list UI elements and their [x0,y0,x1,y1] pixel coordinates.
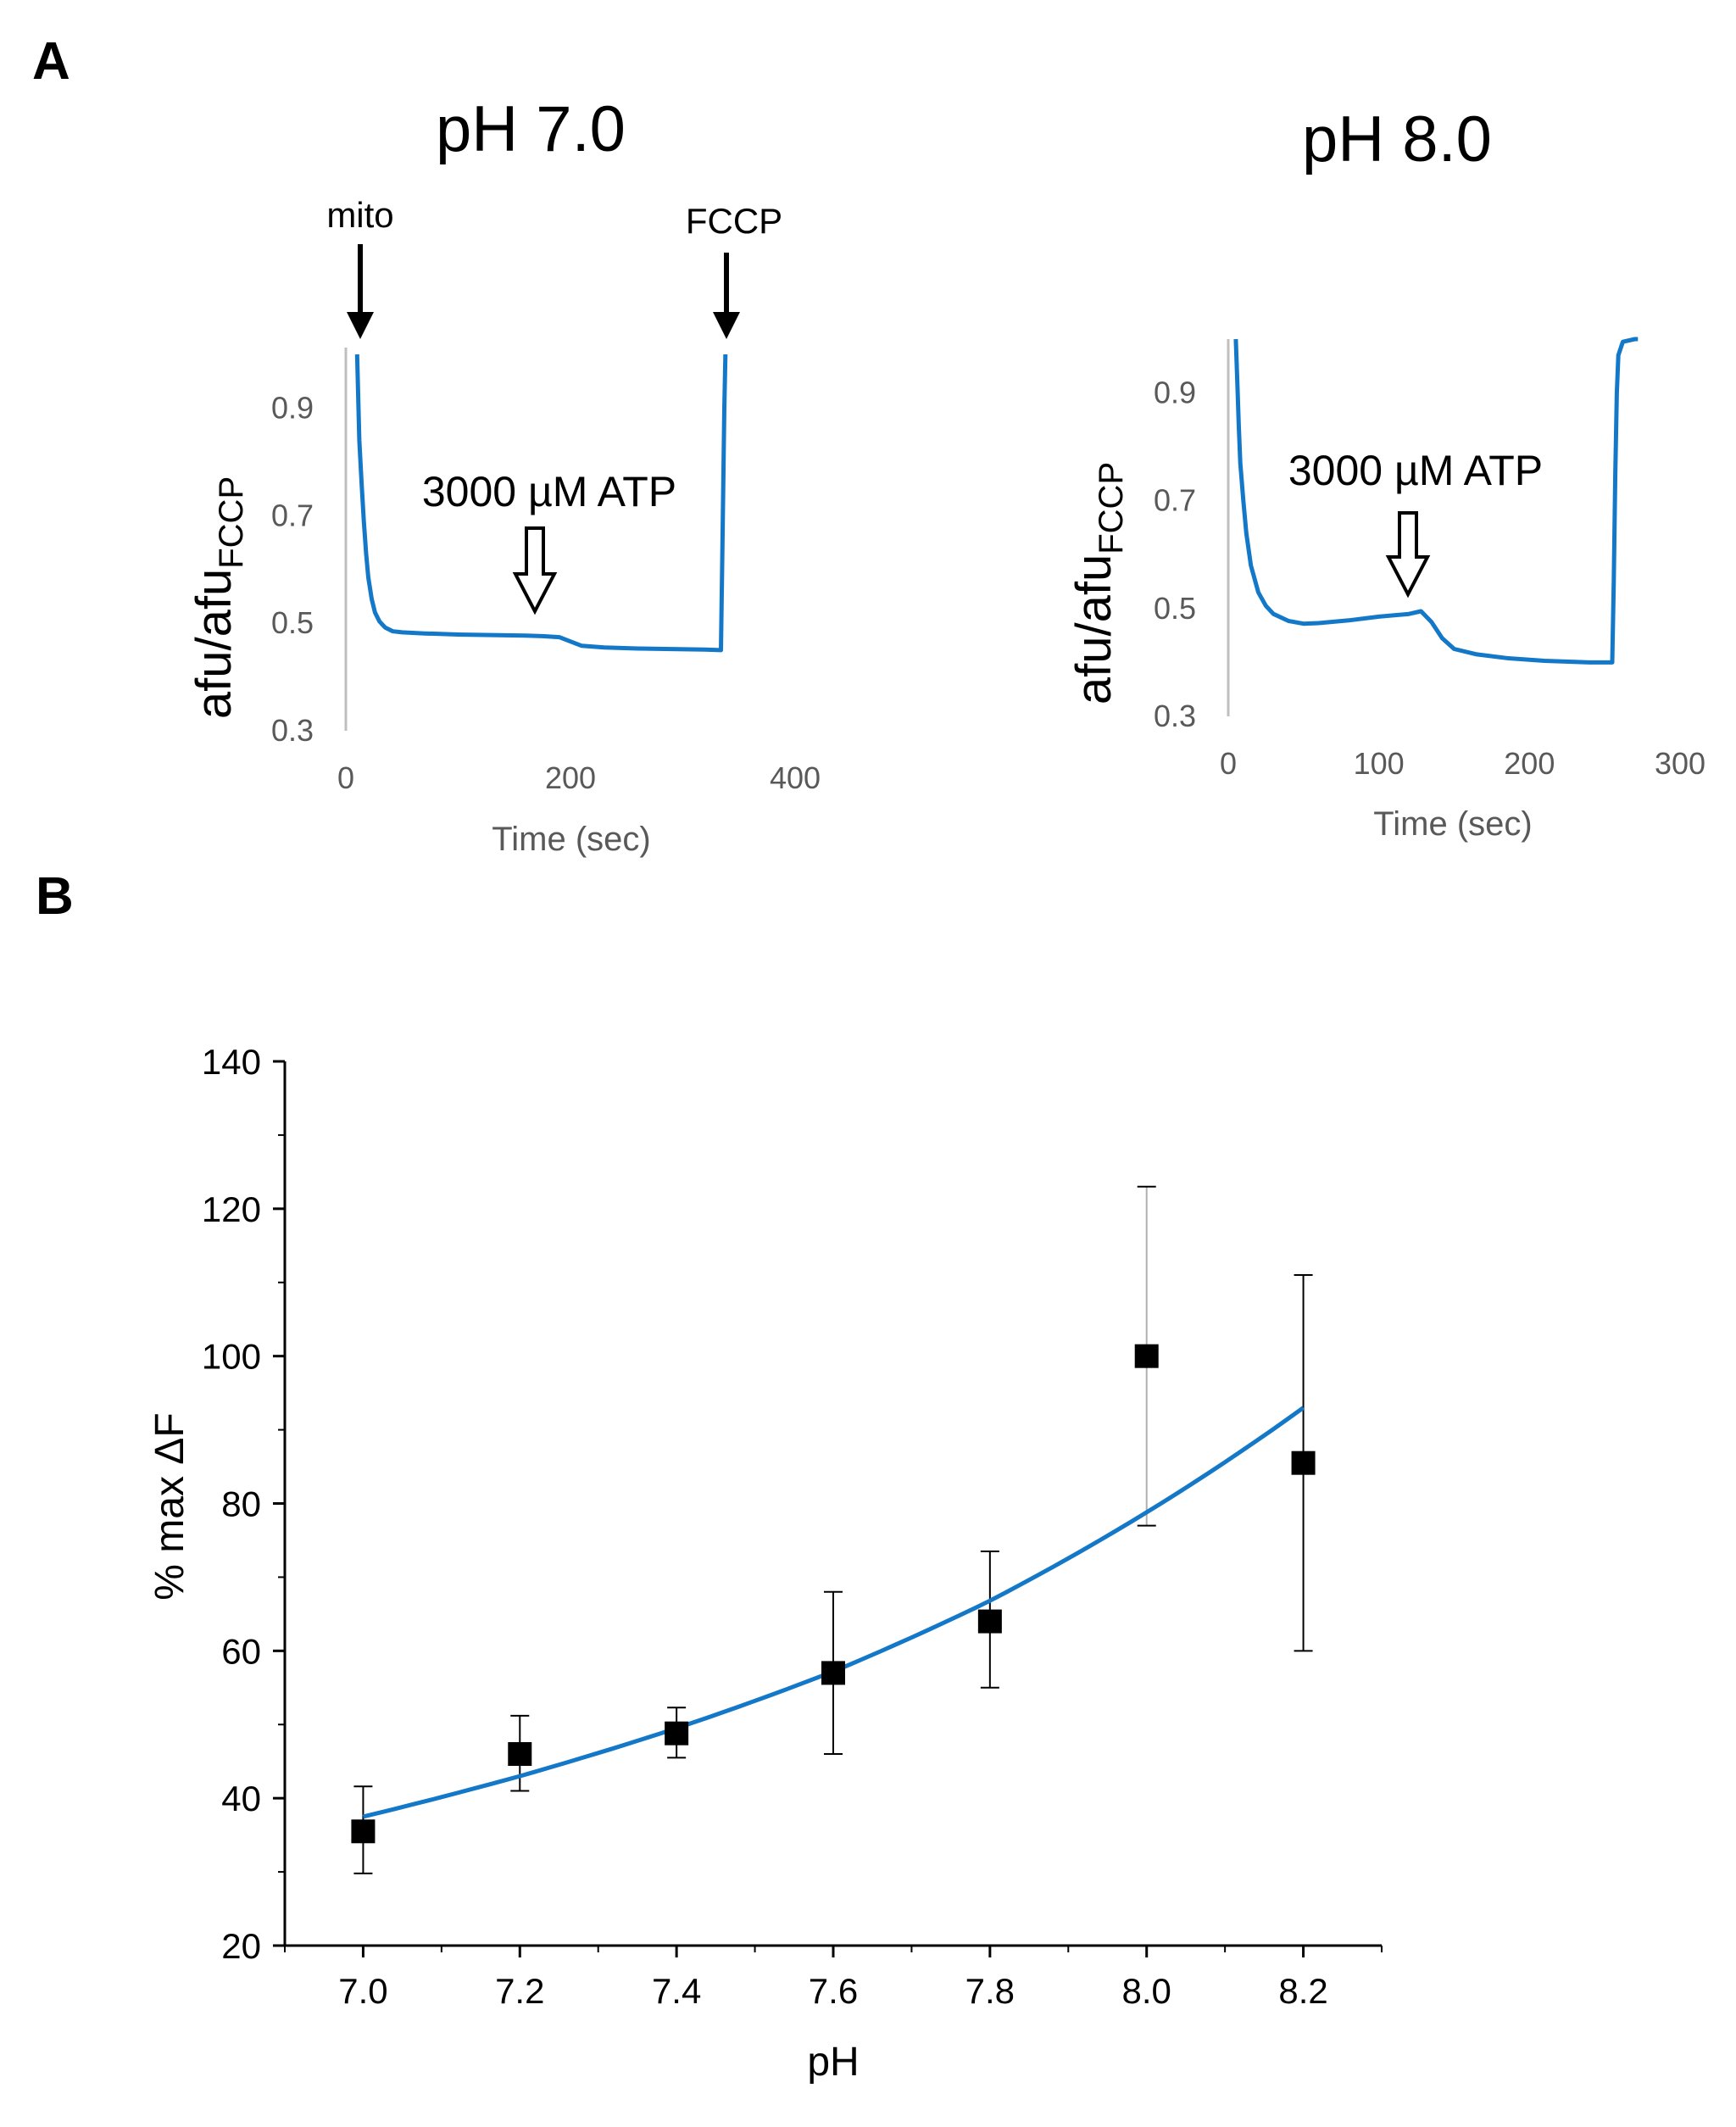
chart-ph7: pH 7.0 mito FCCP 3000 µM ATP 0.3 0.5 0.7 0.… [186,93,821,858]
chart-ph7-ytick-label: 0.5 [271,605,314,640]
chart-ph7-ytick-label: 0.3 [271,713,314,748]
chart-ph7-ytick-label: 0.9 [271,390,314,425]
atp-hollow-arrow-ph7 [512,526,558,615]
chart-ph8-xtick-label: 100 [1354,746,1405,781]
chart-b-xtick-label: 7.4 [652,1971,701,2011]
chart-b-data-point [1134,1344,1159,1368]
chart-ph8-ytick-label: 0.5 [1154,591,1196,626]
chart-ph7-trace [354,354,728,653]
chart-ph7-ylabel-main: afu/afu [186,569,242,719]
chart-b-ytick-label: 60 [221,1631,261,1671]
atp-annotation-ph8: 3000 µM ATP [1288,447,1543,494]
chart-ph7-xlabel: Time (sec) [492,821,650,858]
mito-annotation: mito [326,195,393,235]
chart-b-xtick-label: 8.2 [1278,1971,1327,2011]
chart-b-xtick-label: 7.2 [495,1971,544,2011]
chart-b-data-point [351,1819,376,1844]
chart-ph8-ylabel-subscript: FCCP [1093,462,1130,554]
chart-ph8-trace [1233,337,1639,665]
chart-b-ylabel: % max ΔF [147,1412,192,1600]
chart-b-ytick-label: 100 [202,1337,261,1377]
chart-ph8: pH 8.0 3000 µM ATP 0.3 0.5 0.7 0.9 0 100 200 3… [1066,103,1705,843]
chart-b-data-point [1291,1450,1316,1475]
chart-b-ytick-label: 120 [202,1189,261,1229]
chart-ph7-ylabel: afu/afuFCCP [186,476,250,719]
chart-ph7-xtick-label: 200 [545,760,596,795]
chart-b-ytick-label: 40 [221,1779,261,1818]
chart-ph7-ytick-label: 0.7 [271,498,314,532]
chart-b-ytick-label: 80 [221,1484,261,1524]
chart-b-data-point [665,1721,689,1746]
chart-ph8-xtick-label: 200 [1504,746,1555,781]
chart-ph8-ytick-label: 0.3 [1154,699,1196,733]
chart-b-data-point [821,1661,845,1685]
svg-text:afu/afuFCCP: afu/afuFCCP [1066,462,1130,704]
chart-ph8-title: pH 8.0 [1302,103,1492,175]
panel-label-a: A [32,32,70,91]
panel-label-b: B [36,867,74,926]
chart-b-xtick-label: 7.0 [338,1971,387,2011]
chart-b-data-point [508,1742,532,1767]
chart-b-xtick-label: 8.0 [1122,1971,1171,2011]
chart-ph8-ytick-label: 0.9 [1154,376,1196,410]
fccp-arrowhead [713,312,740,339]
chart-ph8-xlabel: Time (sec) [1373,805,1532,843]
chart-ph8-ytick-label: 0.7 [1154,483,1196,518]
chart-ph8-ylabel-main: afu/afu [1066,554,1121,704]
chart-b-xtick-label: 7.8 [965,1971,1015,2011]
chart-b-ytick-label: 140 [202,1042,261,1082]
chart-b-xtick-label: 7.6 [809,1971,858,2011]
chart-b-data-point [977,1609,1002,1634]
svg-text:afu/afuFCCP: afu/afuFCCP [186,476,250,719]
chart-ph7-xtick-label: 400 [770,760,821,795]
chart-ph8-ylabel: afu/afuFCCP [1066,462,1130,704]
fccp-annotation: FCCP [686,201,782,241]
chart-ph7-title: pH 7.0 [436,93,626,165]
atp-hollow-arrow-ph8 [1385,511,1431,599]
atp-annotation-ph7: 3000 µM ATP [422,468,676,515]
chart-b-ytick-label: 20 [221,1926,261,1966]
chart-b-xlabel: pH [807,2040,859,2085]
chart-ph8-xtick-label: 0 [1220,746,1237,781]
chart-ph8-xtick-label: 300 [1655,746,1705,781]
chart-ph7-ylabel-subscript: FCCP [213,476,250,569]
chart-ph7-xtick-label: 0 [337,760,354,795]
mito-arrowhead [347,312,374,339]
